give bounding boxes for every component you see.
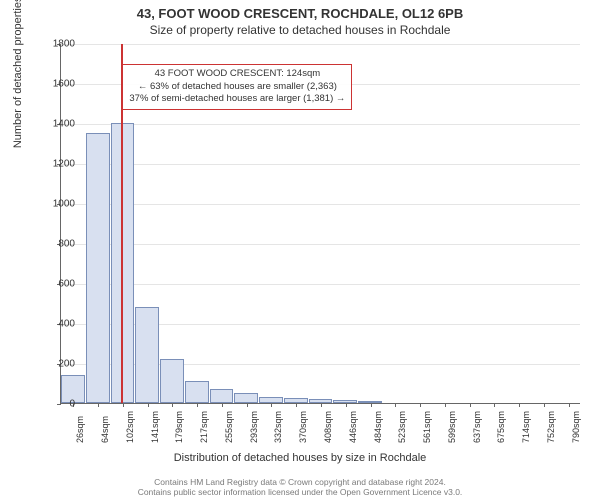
x-tick-mark xyxy=(271,403,272,407)
y-tick-label: 1000 xyxy=(35,199,75,210)
x-tick-label: 523sqm xyxy=(397,411,407,443)
x-tick-label: 446sqm xyxy=(348,411,358,443)
x-tick-mark xyxy=(247,403,248,407)
x-tick-mark xyxy=(148,403,149,407)
y-tick-label: 600 xyxy=(35,279,75,290)
x-tick-mark xyxy=(470,403,471,407)
y-tick-label: 1200 xyxy=(35,159,75,170)
y-tick-label: 200 xyxy=(35,359,75,370)
page-subtitle: Size of property relative to detached ho… xyxy=(0,23,600,37)
x-tick-mark xyxy=(569,403,570,407)
x-tick-mark xyxy=(445,403,446,407)
page-title: 43, FOOT WOOD CRESCENT, ROCHDALE, OL12 6… xyxy=(0,6,600,21)
x-tick-mark xyxy=(296,403,297,407)
gridline xyxy=(61,44,580,45)
y-tick-label: 0 xyxy=(35,399,75,410)
bar xyxy=(135,307,159,403)
x-tick-mark xyxy=(519,403,520,407)
y-axis-label: Number of detached properties xyxy=(12,0,24,148)
x-tick-label: 790sqm xyxy=(571,411,581,443)
x-tick-mark xyxy=(172,403,173,407)
x-tick-label: 484sqm xyxy=(373,411,383,443)
gridline xyxy=(61,284,580,285)
bar xyxy=(86,133,110,403)
x-tick-label: 675sqm xyxy=(496,411,506,443)
x-tick-mark xyxy=(544,403,545,407)
x-tick-mark xyxy=(494,403,495,407)
x-tick-mark xyxy=(395,403,396,407)
y-tick-label: 800 xyxy=(35,239,75,250)
x-axis-label: Distribution of detached houses by size … xyxy=(0,452,600,464)
x-tick-mark xyxy=(321,403,322,407)
x-tick-label: 179sqm xyxy=(174,411,184,443)
x-tick-label: 141sqm xyxy=(150,411,160,443)
x-tick-mark xyxy=(98,403,99,407)
x-tick-label: 714sqm xyxy=(521,411,531,443)
x-tick-mark xyxy=(346,403,347,407)
x-tick-label: 64sqm xyxy=(100,416,110,443)
annotation-line: 43 FOOT WOOD CRESCENT: 124sqm xyxy=(129,68,345,81)
x-tick-label: 217sqm xyxy=(199,411,209,443)
footer-line-1: Contains HM Land Registry data © Crown c… xyxy=(0,477,600,488)
x-tick-mark xyxy=(371,403,372,407)
x-tick-label: 102sqm xyxy=(125,411,135,443)
bar xyxy=(210,389,234,403)
bar xyxy=(234,393,258,403)
x-tick-label: 752sqm xyxy=(546,411,556,443)
y-tick-label: 1400 xyxy=(35,119,75,130)
x-tick-label: 293sqm xyxy=(249,411,259,443)
x-tick-label: 408sqm xyxy=(323,411,333,443)
gridline xyxy=(61,124,580,125)
gridline xyxy=(61,164,580,165)
footer: Contains HM Land Registry data © Crown c… xyxy=(0,477,600,498)
gridline xyxy=(61,244,580,245)
x-tick-label: 255sqm xyxy=(224,411,234,443)
annotation-line: 37% of semi-detached houses are larger (… xyxy=(129,93,345,106)
x-tick-mark xyxy=(222,403,223,407)
annotation-line: ← 63% of detached houses are smaller (2,… xyxy=(129,81,345,94)
annotation-box: 43 FOOT WOOD CRESCENT: 124sqm← 63% of de… xyxy=(122,64,352,110)
x-tick-label: 332sqm xyxy=(273,411,283,443)
x-tick-mark xyxy=(420,403,421,407)
x-tick-label: 26sqm xyxy=(75,416,85,443)
footer-line-2: Contains public sector information licen… xyxy=(0,487,600,498)
y-tick-label: 1600 xyxy=(35,79,75,90)
x-tick-label: 637sqm xyxy=(472,411,482,443)
bar xyxy=(160,359,184,403)
x-tick-label: 370sqm xyxy=(298,411,308,443)
x-tick-label: 561sqm xyxy=(422,411,432,443)
y-tick-label: 1800 xyxy=(35,39,75,50)
x-tick-label: 599sqm xyxy=(447,411,457,443)
gridline xyxy=(61,204,580,205)
x-tick-mark xyxy=(197,403,198,407)
x-tick-mark xyxy=(123,403,124,407)
bar xyxy=(185,381,209,403)
y-tick-label: 400 xyxy=(35,319,75,330)
title-block: 43, FOOT WOOD CRESCENT, ROCHDALE, OL12 6… xyxy=(0,0,600,37)
